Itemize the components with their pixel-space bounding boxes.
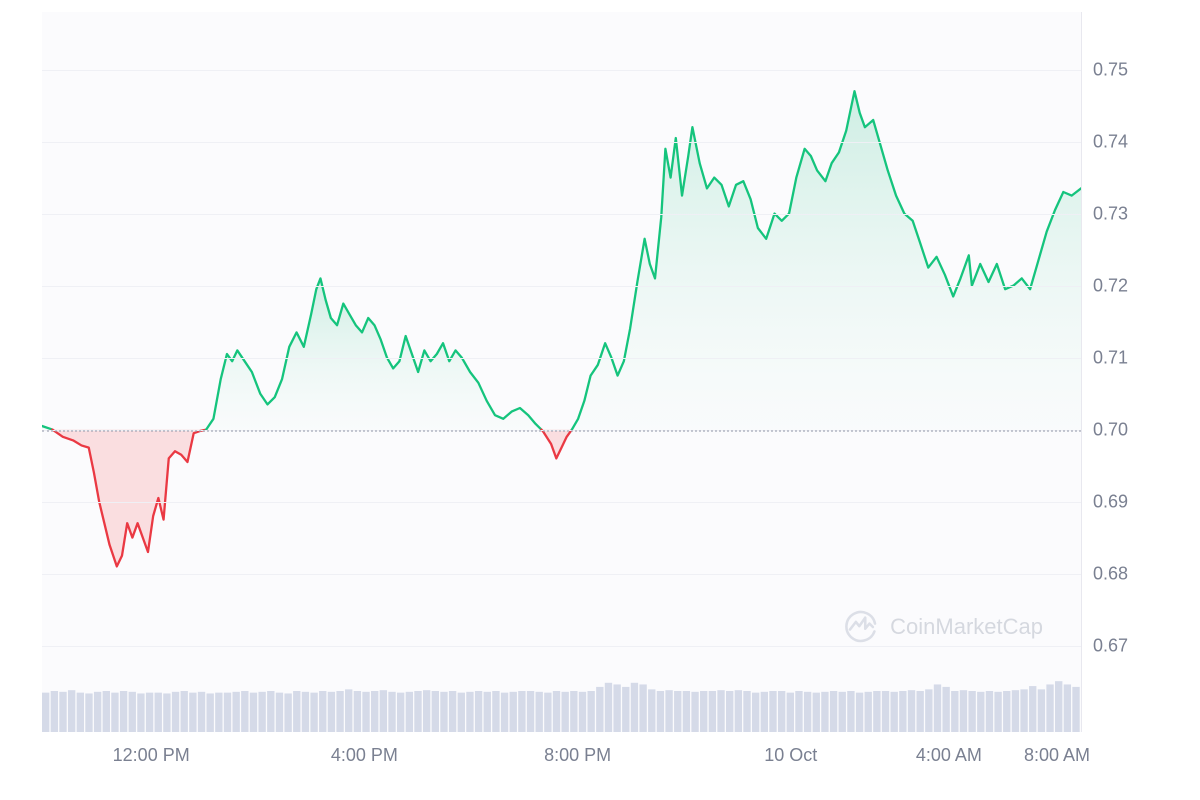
- y-axis-label: 0.73: [1093, 203, 1149, 224]
- plot-area[interactable]: CoinMarketCap 0.670.680.690.700.710.720.…: [42, 12, 1081, 732]
- y-axis-label: 0.75: [1093, 59, 1149, 80]
- x-axis-label: 8:00 PM: [544, 745, 611, 766]
- y-gridline: [42, 646, 1081, 647]
- x-axis-label: 12:00 PM: [113, 745, 190, 766]
- y-axis-label: 0.72: [1093, 275, 1149, 296]
- y-gridline: [42, 502, 1081, 503]
- watermark: CoinMarketCap: [844, 610, 1043, 644]
- y-gridline: [42, 574, 1081, 575]
- y-gridline: [42, 70, 1081, 71]
- y-axis-label: 0.67: [1093, 635, 1149, 656]
- x-axis-label: 4:00 AM: [916, 745, 982, 766]
- volume-bars: [42, 650, 1081, 732]
- y-gridline: [42, 358, 1081, 359]
- price-chart[interactable]: CoinMarketCap 0.670.680.690.700.710.720.…: [42, 12, 1082, 732]
- y-axis-label: 0.69: [1093, 491, 1149, 512]
- coinmarketcap-logo-icon: [844, 610, 878, 644]
- y-gridline: [42, 286, 1081, 287]
- y-gridline: [42, 214, 1081, 215]
- baseline: [42, 430, 1081, 432]
- y-axis-label: 0.71: [1093, 347, 1149, 368]
- x-axis-label: 10 Oct: [764, 745, 817, 766]
- watermark-text: CoinMarketCap: [890, 614, 1043, 640]
- x-axis-label: 4:00 PM: [331, 745, 398, 766]
- y-axis-label: 0.68: [1093, 563, 1149, 584]
- y-axis-label: 0.74: [1093, 131, 1149, 152]
- x-axis-label: 8:00 AM: [1024, 745, 1090, 766]
- y-gridline: [42, 142, 1081, 143]
- y-axis-label: 0.70: [1093, 419, 1149, 440]
